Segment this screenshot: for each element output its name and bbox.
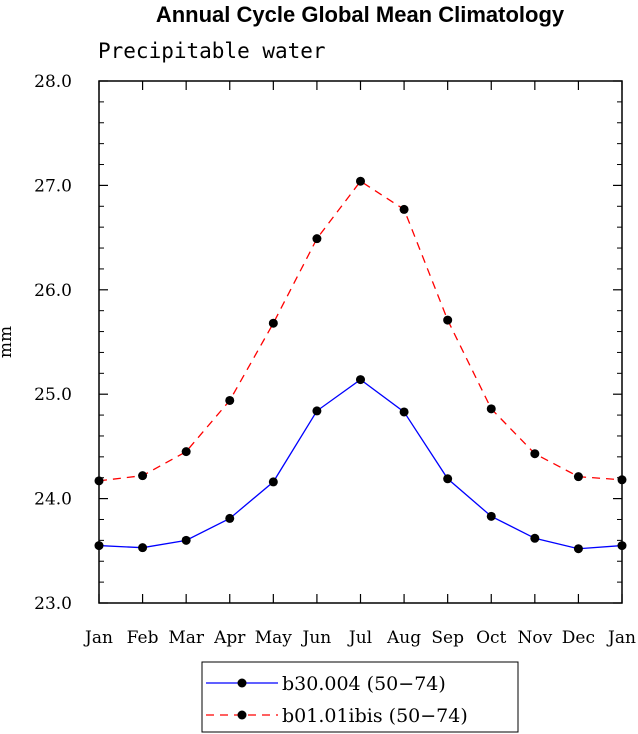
x-tick-label: Nov (517, 628, 552, 648)
series-0-point (486, 511, 496, 521)
series-line-1 (98, 180, 623, 482)
series-0-point (530, 533, 540, 543)
series-0-point (312, 406, 322, 416)
y-tick-label: 25.0 (34, 385, 72, 405)
x-tick-label: Jan (606, 628, 636, 648)
x-tick-label: May (255, 628, 293, 648)
series-0-point (181, 535, 191, 545)
legend-label-1: b01.01ibis (50−74) (282, 705, 468, 727)
series-1-point (573, 472, 583, 482)
legend-items: b30.004 (50−74) b01.01ibis (50−74) (206, 673, 468, 727)
series-1-point (138, 471, 148, 481)
chart-subtitle: Precipitable water (98, 39, 326, 63)
series-1-point (268, 318, 278, 328)
series-1-point (356, 176, 365, 186)
series-1-point (312, 234, 322, 244)
series-0-point (399, 407, 409, 417)
series-line-0 (98, 378, 623, 550)
series-1-point (443, 315, 453, 325)
y-tick-label: 24.0 (34, 490, 72, 510)
x-tick-label: Oct (476, 628, 506, 648)
series-1-point (225, 395, 235, 405)
chart-title: Annual Cycle Global Mean Climatology (156, 2, 565, 27)
y-tick-label: 27.0 (34, 176, 72, 196)
x-axis-ticks: Jan Feb Mar Apr May Jun Jul Aug Sep Oct Nov Dec Jan (83, 81, 636, 648)
x-tick-label: Jun (301, 628, 332, 648)
series-1-point (399, 204, 409, 214)
series-1-point (530, 449, 540, 459)
plot-frame (98, 80, 623, 604)
series-1-point (181, 447, 191, 457)
legend: b30.004 (50−74) b01.01ibis (50−74) (201, 661, 519, 733)
y-axis-ticks: 23.0 24.0 25.0 26.0 27.0 28.0 (34, 72, 622, 614)
series-1-point (486, 404, 496, 414)
y-tick-label: 23.0 (34, 594, 72, 614)
legend-marker-0 (237, 678, 247, 688)
series-0-point (356, 375, 365, 385)
x-tick-label: Apr (213, 628, 246, 648)
legend-marker-1 (237, 710, 247, 720)
y-axis-label: mm (0, 326, 16, 358)
legend-label-0: b30.004 (50−74) (282, 673, 446, 695)
series-0-point (138, 543, 148, 553)
series-0-point (268, 477, 278, 487)
x-tick-label: Aug (386, 628, 421, 648)
x-tick-label: Sep (431, 628, 464, 648)
series-0-point (573, 544, 583, 554)
x-tick-label: Mar (168, 628, 205, 648)
legend-box (201, 661, 519, 733)
x-tick-label: Jul (347, 628, 372, 648)
y-tick-label: 26.0 (34, 281, 72, 301)
x-tick-label: Jan (83, 628, 113, 648)
series-0-point (225, 513, 235, 523)
series-0-point (443, 474, 453, 484)
x-tick-label: Dec (562, 628, 595, 648)
series-layer (94, 176, 627, 554)
y-tick-label: 28.0 (34, 72, 72, 92)
x-tick-label: Feb (127, 628, 159, 648)
